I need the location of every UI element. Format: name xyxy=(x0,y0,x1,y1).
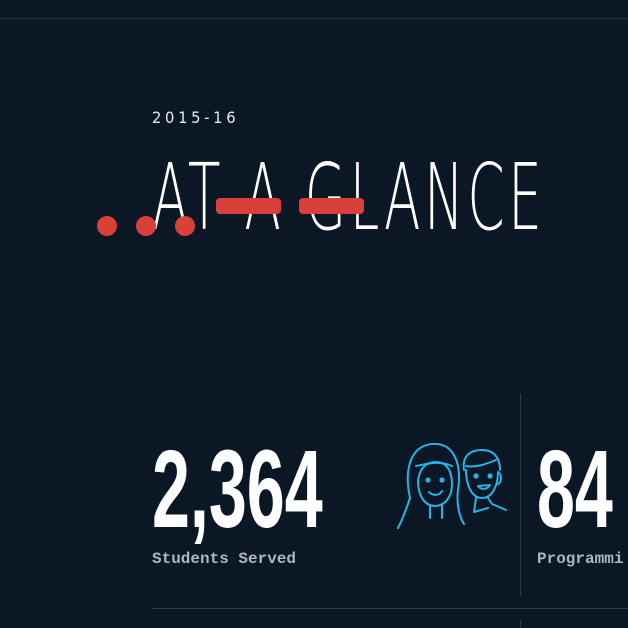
decorative-dot xyxy=(136,216,156,236)
bottom-divider xyxy=(152,608,628,609)
stat-divider xyxy=(520,620,521,628)
stat-label: Students Served xyxy=(152,550,297,568)
stat-value: 84 xyxy=(537,428,613,551)
year-label: 2015-16 xyxy=(152,108,240,127)
decorative-dot xyxy=(175,216,195,236)
stat-divider xyxy=(520,394,521,596)
page-title: AT A GLANCE xyxy=(152,144,546,251)
decorative-dash xyxy=(299,198,364,214)
decorative-dot xyxy=(97,216,117,236)
decorative-dash xyxy=(216,198,281,214)
stat-value: 2,364 xyxy=(152,428,323,551)
top-divider xyxy=(0,18,628,19)
students-icon xyxy=(397,442,507,529)
stat-label: Programmi xyxy=(537,550,624,568)
